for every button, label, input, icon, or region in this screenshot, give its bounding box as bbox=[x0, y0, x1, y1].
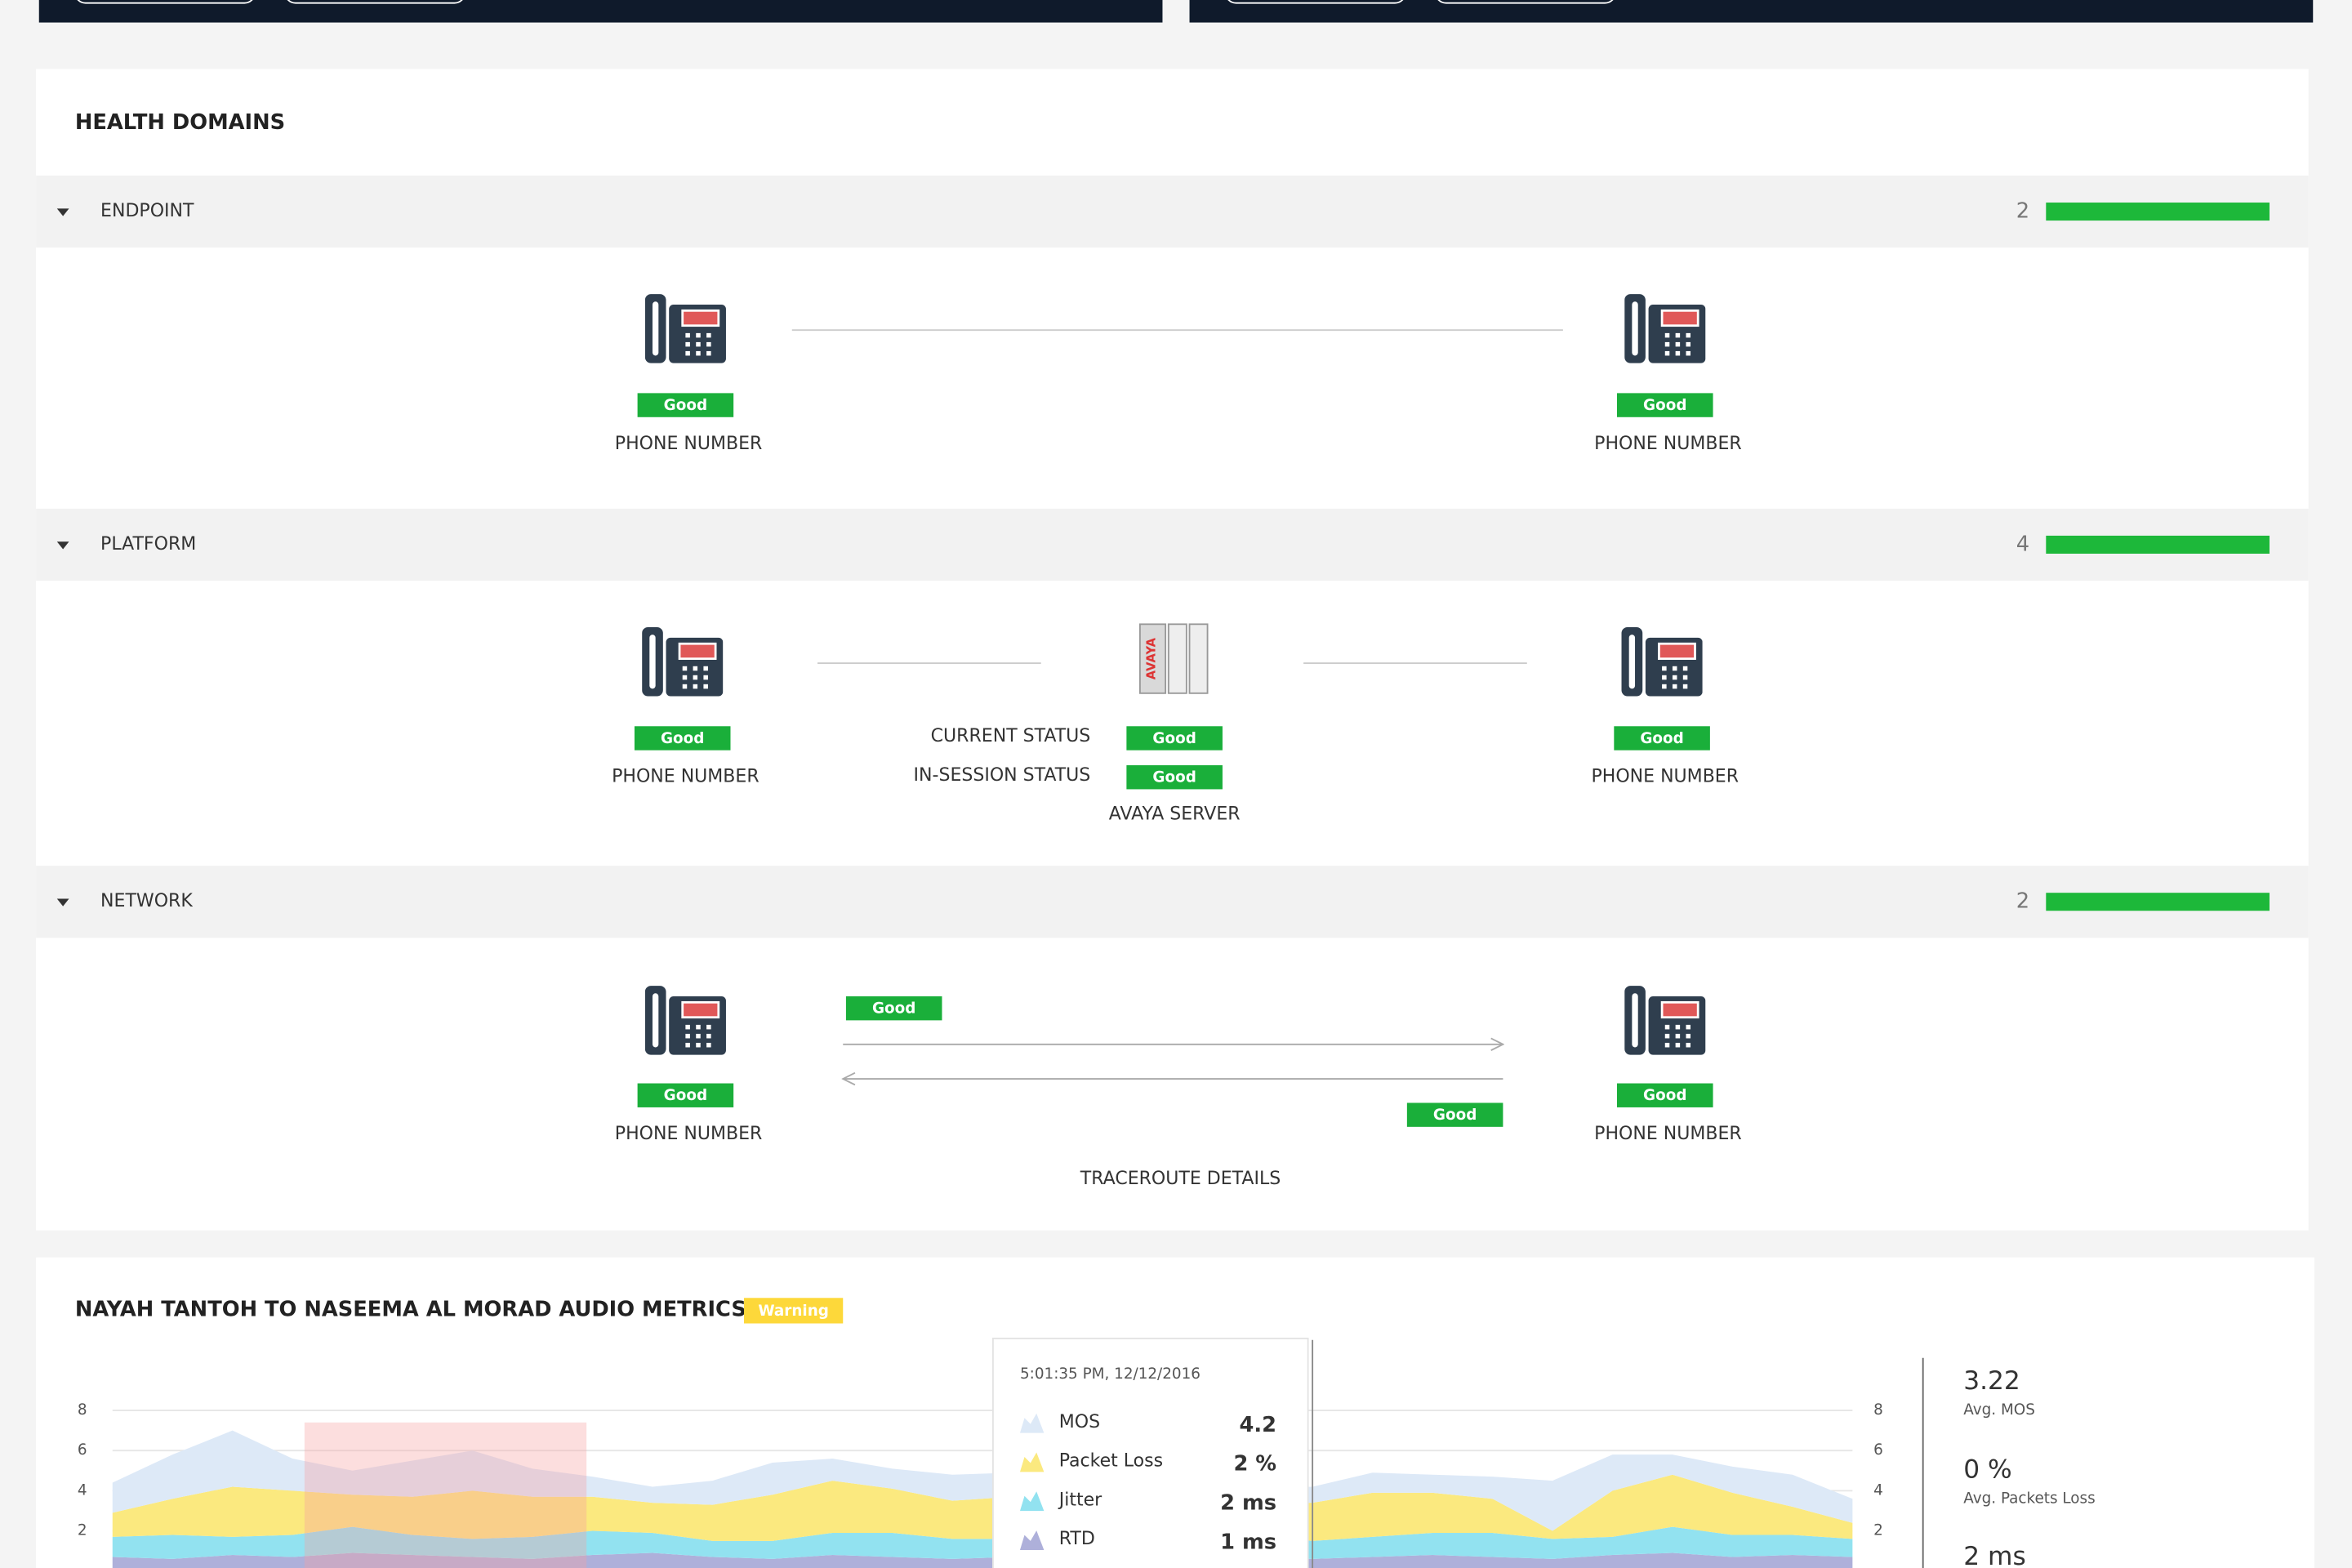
status-badge bbox=[634, 726, 731, 751]
tooltip-time: 5:01:35 PM, 12/12/2016 bbox=[1020, 1365, 1200, 1383]
health-bar bbox=[2046, 203, 2270, 221]
status-badge bbox=[1614, 726, 1710, 751]
alert-region bbox=[304, 1422, 587, 1568]
card-title: NAYAH TANTOH TO NASEEMA AL MORAD AUDIO M… bbox=[75, 1297, 746, 1321]
y-tick-label: 8 bbox=[78, 1401, 87, 1419]
y-tick-label: 2 bbox=[78, 1522, 87, 1539]
tooltip-value: 2 % bbox=[1233, 1452, 1276, 1477]
warning-badge bbox=[744, 1298, 844, 1324]
stat-label: Avg. MOS bbox=[1963, 1401, 2035, 1419]
status-text: Good bbox=[872, 1000, 915, 1018]
status-text: Good bbox=[661, 730, 704, 747]
y2-tick-label: 8 bbox=[1873, 1401, 1883, 1419]
status-text: Good bbox=[664, 1087, 707, 1104]
y-tick-label: 4 bbox=[78, 1481, 87, 1499]
status-badge bbox=[1126, 765, 1223, 790]
legend-icon bbox=[1019, 1413, 1045, 1433]
traceroute-link[interactable]: TRACEROUTE DETAILS bbox=[1080, 1169, 1281, 1189]
status-text: Good bbox=[664, 397, 707, 414]
y2-tick-label: 6 bbox=[1873, 1441, 1883, 1459]
health-bar bbox=[2046, 893, 2270, 911]
status-badge bbox=[637, 393, 734, 417]
status-badge bbox=[1617, 1083, 1713, 1107]
legend-icon bbox=[1019, 1452, 1045, 1472]
status-badge bbox=[1126, 726, 1223, 751]
status-badge bbox=[1617, 393, 1713, 417]
svg-text:AVAYA: AVAYA bbox=[1145, 637, 1159, 679]
y2-tick-label: 2 bbox=[1873, 1522, 1883, 1539]
node-label: PHONE NUMBER bbox=[612, 767, 760, 787]
stat-value: 2 ms bbox=[1963, 1542, 2025, 1568]
y2-tick-label: 4 bbox=[1873, 1481, 1883, 1499]
tooltip: 5:01:35 PM, 12/12/2016 MOS 4.2 Packet Loss… bbox=[992, 1337, 1314, 1568]
tooltip-box bbox=[992, 1337, 1309, 1568]
section-name: PLATFORM bbox=[100, 534, 196, 555]
node-label: PHONE NUMBER bbox=[1594, 434, 1742, 454]
status-text: Good bbox=[1643, 397, 1686, 414]
status-text: Good bbox=[1643, 1087, 1686, 1104]
status-text: Good bbox=[1152, 730, 1196, 747]
tooltip-series: MOS bbox=[1059, 1412, 1100, 1432]
status-label: IN-SESSION STATUS bbox=[914, 765, 1091, 786]
warning-text: Warning bbox=[758, 1303, 829, 1320]
status-label: CURRENT STATUS bbox=[931, 726, 1091, 746]
node-label: PHONE NUMBER bbox=[615, 434, 763, 454]
node-label: PHONE NUMBER bbox=[1592, 767, 1740, 787]
tooltip-series: Packet Loss bbox=[1059, 1451, 1163, 1472]
section-header bbox=[36, 508, 2309, 581]
tooltip-series: RTD bbox=[1059, 1529, 1095, 1549]
stat-value: 0 % bbox=[1963, 1455, 2011, 1485]
section-count: 2 bbox=[2016, 889, 2029, 914]
section-name: NETWORK bbox=[100, 891, 193, 911]
section-count: 4 bbox=[2016, 532, 2029, 556]
collapse-toggle[interactable] bbox=[56, 541, 69, 550]
tooltip-value: 1 ms bbox=[1220, 1530, 1276, 1554]
status-text: Good bbox=[1640, 730, 1683, 747]
area-series bbox=[112, 1474, 1853, 1541]
section-header bbox=[36, 175, 2309, 248]
section-count: 2 bbox=[2016, 199, 2029, 224]
status-text: Good bbox=[1433, 1107, 1477, 1124]
area-series bbox=[112, 1526, 1853, 1559]
node-label: AVAYA SERVER bbox=[1109, 804, 1241, 825]
collapse-toggle[interactable] bbox=[56, 898, 69, 906]
status-badge bbox=[1406, 1102, 1503, 1127]
legend-icon bbox=[1019, 1530, 1045, 1550]
status-text: Good bbox=[1152, 769, 1196, 786]
y-tick-label: 6 bbox=[78, 1441, 87, 1459]
area-series bbox=[112, 1430, 1853, 1531]
card-title: HEALTH DOMAINS bbox=[75, 110, 285, 135]
status-badge bbox=[845, 996, 942, 1021]
section-header bbox=[36, 866, 2309, 938]
legend-icon bbox=[1019, 1491, 1045, 1512]
tooltip-value: 4.2 bbox=[1240, 1413, 1277, 1437]
tooltip-series: Jitter bbox=[1058, 1490, 1102, 1510]
section-name: ENDPOINT bbox=[100, 201, 194, 221]
collapse-toggle[interactable] bbox=[56, 208, 69, 216]
stat-value: 3.22 bbox=[1963, 1366, 2020, 1396]
node-label: PHONE NUMBER bbox=[615, 1124, 763, 1144]
area-series bbox=[112, 1552, 1853, 1568]
server-icon: AVAYA bbox=[1139, 623, 1209, 694]
node-label: PHONE NUMBER bbox=[1594, 1124, 1742, 1144]
tooltip-value: 2 ms bbox=[1220, 1490, 1276, 1515]
status-badge bbox=[637, 1083, 734, 1107]
health-bar bbox=[2046, 535, 2270, 554]
stat-label: Avg. Packets Loss bbox=[1963, 1490, 2095, 1507]
